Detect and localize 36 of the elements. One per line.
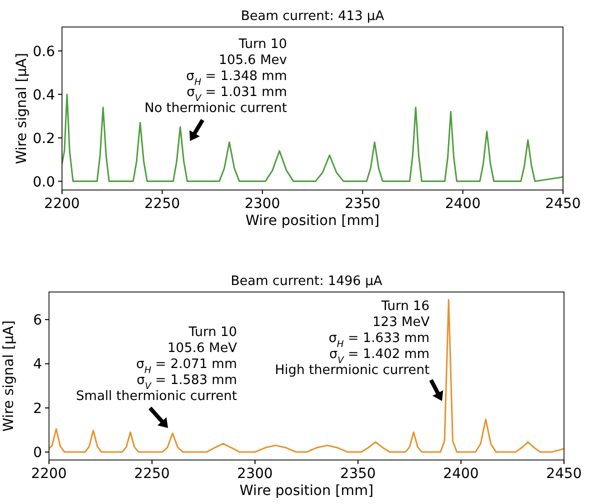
y-tick-label: 0.0 <box>32 174 55 190</box>
line-series <box>49 298 564 453</box>
annotation: Turn 10 <box>238 37 287 52</box>
x-axis-title: Wire position [mm] <box>245 213 380 229</box>
annotation: High thermionic current <box>274 363 430 378</box>
x-tick-label: 2350 <box>344 196 380 212</box>
y-axis-title: Wire signal [μA] <box>14 52 30 164</box>
y-tick-label: 4 <box>33 356 42 373</box>
y-axis-title: Wire signal [μA] <box>1 320 17 432</box>
x-tick-label: 2200 <box>44 196 80 212</box>
annotation: 123 MeV <box>372 315 430 330</box>
annotation: No thermionic current <box>144 101 287 116</box>
y-tick-label: 6 <box>33 312 42 329</box>
x-tick-label: 2300 <box>237 466 273 482</box>
annotation: Turn 16 <box>380 299 430 314</box>
x-tick-label: 2200 <box>31 466 67 482</box>
x-tick-label: 2350 <box>340 466 376 482</box>
annotation: 105.6 Mev <box>218 53 288 68</box>
x-axis-title: Wire position [mm] <box>239 483 374 499</box>
y-tick-label: 0.4 <box>32 87 56 104</box>
x-tick-label: 2400 <box>444 196 481 212</box>
annotation: Small thermionic current <box>76 389 237 404</box>
annotation: 105.6 MeV <box>168 341 238 356</box>
y-tick-label: 0.6 <box>32 44 56 60</box>
x-tick-label: 2400 <box>443 466 479 482</box>
x-tick-label: 2250 <box>144 196 180 212</box>
annotation: Turn 10 <box>188 325 237 340</box>
chart-title: Beam current: 413 μA <box>240 9 384 24</box>
x-tick-label: 2250 <box>134 466 170 482</box>
x-tick-label: 2300 <box>244 196 280 212</box>
x-tick-label: 2450 <box>545 196 581 212</box>
chart-title: Beam current: 1496 μA <box>230 274 382 289</box>
y-tick-label: 0 <box>33 445 42 462</box>
x-tick-label: 2450 <box>546 466 582 482</box>
y-tick-label: 0.2 <box>32 130 55 147</box>
y-tick-label: 2 <box>33 400 42 417</box>
